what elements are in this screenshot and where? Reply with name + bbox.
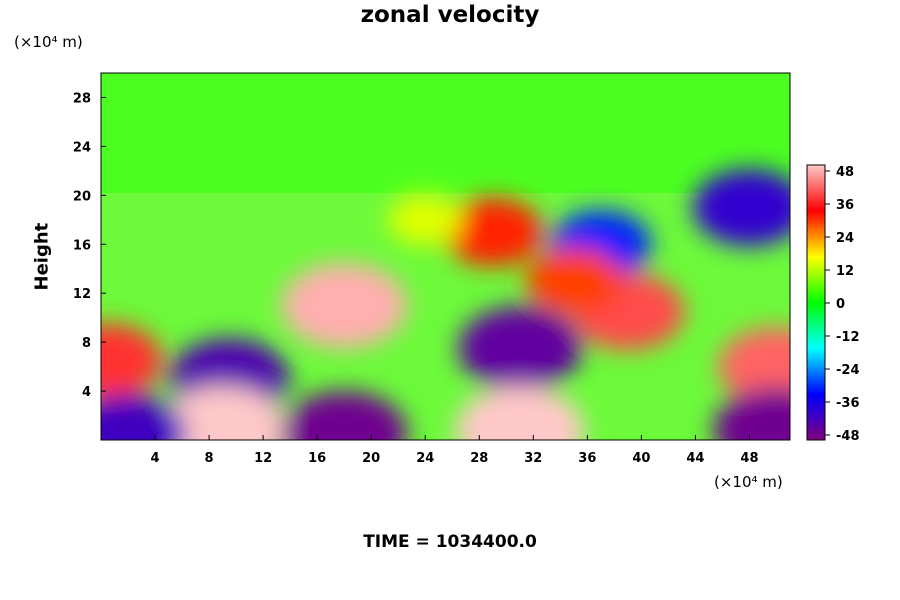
- x-tick-label: 24: [416, 451, 434, 466]
- x-tick-label: 8: [205, 451, 214, 466]
- x-tick-label: 36: [578, 451, 596, 466]
- colorbar-tick-label: 36: [836, 198, 854, 213]
- x-tick-label: 20: [362, 451, 380, 466]
- velocity-feature-7: [101, 323, 163, 398]
- colorbar-tick-label: 12: [836, 264, 854, 279]
- y-axis-ticks: 4 8 12 16 20 24 28: [73, 91, 106, 400]
- velocity-feature-12: [713, 387, 790, 440]
- y-tick-label: 24: [73, 140, 91, 155]
- velocity-feature-14: [525, 247, 623, 314]
- y-tick-label: 4: [82, 385, 91, 400]
- colorbar-tick-label: 24: [836, 231, 854, 246]
- velocity-feature-15: [387, 194, 463, 246]
- colorbar-ticks: 48 36 24 12 0 -12 -24 -36 -48: [825, 165, 860, 444]
- y-tick-label: 28: [73, 91, 91, 106]
- velocity-feature-6: [718, 326, 790, 407]
- velocity-feature-10: [280, 390, 408, 440]
- velocity-feature-5: [692, 169, 790, 247]
- time-label: TIME = 1034400.0: [363, 532, 537, 552]
- x-tick-label: 40: [632, 451, 650, 466]
- velocity-feature-11: [101, 394, 187, 440]
- plot-frame: [100, 72, 791, 441]
- plot-area: [101, 73, 790, 440]
- y-tick-label: 12: [73, 287, 91, 302]
- y-tick-label: 16: [73, 238, 91, 253]
- colorbar-tick-label: -12: [836, 330, 860, 345]
- chart-title: zonal velocity: [360, 2, 540, 28]
- x-tick-label: 48: [740, 451, 758, 466]
- colorbar-tick-label: 0: [836, 297, 845, 312]
- colorbar-tick-label: 48: [836, 165, 854, 180]
- x-unit-label: (×10⁴ m): [714, 473, 783, 491]
- y-unit-label: (×10⁴ m): [14, 33, 83, 51]
- velocity-feature-3: [458, 306, 582, 391]
- x-tick-label: 16: [308, 451, 326, 466]
- x-tick-label: 44: [686, 451, 704, 466]
- x-tick-label: 12: [254, 451, 272, 466]
- colorbar: [806, 164, 826, 441]
- y-tick-label: 8: [82, 336, 91, 351]
- colorbar-tick-label: -36: [836, 396, 860, 411]
- x-tick-label: 4: [151, 451, 160, 466]
- colorbar-tick-label: -24: [836, 363, 860, 378]
- velocity-feature-0: [280, 262, 408, 349]
- y-tick-label: 20: [73, 189, 91, 204]
- velocity-feature-1: [442, 197, 544, 267]
- x-axis-ticks: 4 8 12 16 20 24 28 32 36 40 44 48: [151, 435, 759, 466]
- velocity-feature-8: [157, 386, 288, 440]
- colorbar-tick-label: -48: [836, 429, 860, 444]
- velocity-feature-9: [454, 386, 585, 440]
- x-tick-label: 28: [470, 451, 488, 466]
- x-tick-label: 32: [524, 451, 542, 466]
